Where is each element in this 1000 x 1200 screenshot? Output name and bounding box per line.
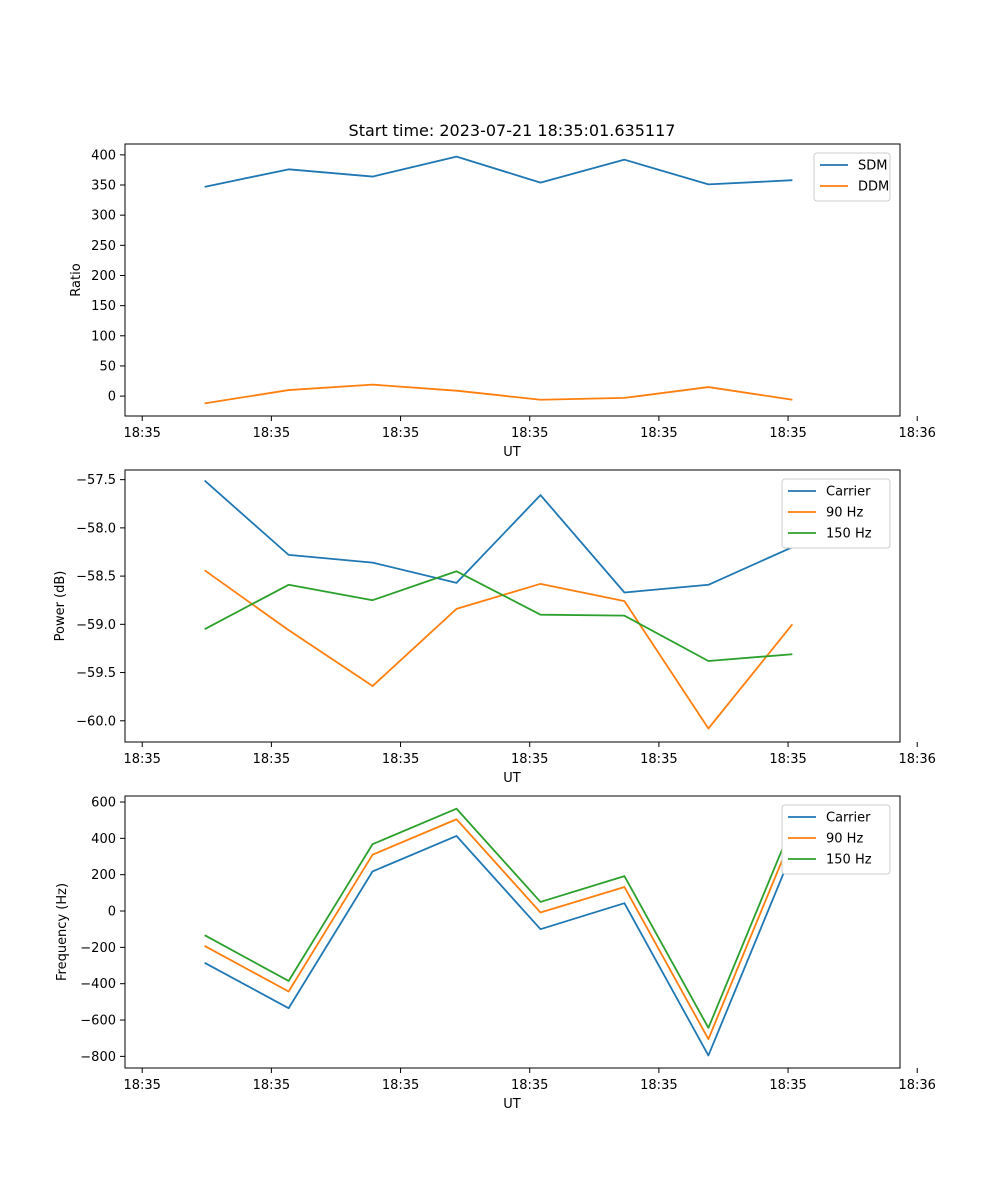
series-line-150-hz [204, 570, 793, 662]
y-tick-label: 350 [91, 179, 116, 194]
y-tick-label: −200 [80, 941, 116, 956]
x-tick-label: 18:35 [123, 752, 160, 767]
y-tick-label: 400 [91, 832, 116, 847]
frequency-panel: 18:35 18:35 18:35 18:35 18:35 18:35 18:36 −800… [55, 795, 936, 1112]
legend-frame [781, 804, 891, 875]
y-tick-label: 200 [91, 868, 116, 883]
x-tick-label: 18:35 [640, 426, 677, 441]
series-line-90-hz [204, 569, 794, 730]
power-plot-area [204, 479, 794, 730]
series-line-sdm [204, 155, 793, 188]
series-line-carrier [204, 835, 794, 1057]
x-tick-label: 18:36 [898, 752, 935, 767]
x-tick-label: 18:36 [898, 426, 935, 441]
series-line-ddm [204, 383, 793, 405]
power-x-axis-label: UT [503, 771, 521, 786]
y-tick-label: 200 [91, 269, 116, 284]
power-legend: Carrier 90 Hz 150 Hz [781, 478, 891, 549]
x-tick-label: 18:35 [769, 1078, 806, 1093]
y-tick-label: 250 [91, 239, 116, 254]
legend-label-carrier: Carrier [826, 811, 871, 826]
frequency-x-axis: 18:35 18:35 18:35 18:35 18:35 18:35 18:36 [123, 1068, 936, 1093]
x-tick-label: 18:36 [898, 1078, 935, 1093]
x-tick-label: 18:35 [769, 426, 806, 441]
y-tick-label: 0 [108, 905, 116, 920]
y-tick-label: −58.5 [76, 570, 116, 585]
series-line-150-hz [204, 807, 794, 1029]
x-tick-label: 18:35 [123, 426, 160, 441]
power-axes-frame [124, 469, 901, 743]
frequency-legend: Carrier 90 Hz 150 Hz [781, 804, 891, 875]
y-tick-label: 300 [91, 209, 116, 224]
ratio-panel: Start time: 2023-07-21 18:35:01.635117 1… [69, 121, 936, 460]
x-tick-label: 18:35 [640, 1078, 677, 1093]
x-tick-label: 18:35 [640, 752, 677, 767]
x-tick-label: 18:35 [382, 1078, 419, 1093]
x-tick-label: 18:35 [123, 1078, 160, 1093]
frequency-plot-area [204, 807, 794, 1057]
ratio-x-axis-label: UT [503, 445, 521, 460]
y-tick-label: −59.0 [76, 618, 116, 633]
y-tick-label: 150 [91, 299, 116, 314]
series-line-carrier [204, 479, 793, 594]
y-tick-label: 0 [108, 390, 116, 405]
x-tick-label: 18:35 [511, 1078, 548, 1093]
power-x-axis: 18:35 18:35 18:35 18:35 18:35 18:35 18:36 [123, 742, 936, 767]
series-line-90-hz [204, 818, 794, 1041]
frequency-x-axis-label: UT [503, 1097, 521, 1112]
x-tick-label: 18:35 [382, 752, 419, 767]
legend-label-sdm: SDM [858, 159, 887, 174]
y-tick-label: −60.0 [76, 714, 116, 729]
y-tick-label: 600 [91, 795, 116, 810]
frequency-axes-frame [124, 795, 901, 1069]
y-tick-label: −58.0 [76, 521, 116, 536]
x-tick-label: 18:35 [253, 1078, 290, 1093]
frequency-y-axis-label: Frequency (Hz) [55, 883, 70, 981]
legend-label-90-hz: 90 Hz [826, 506, 863, 521]
y-tick-label: −59.5 [76, 666, 116, 681]
y-tick-label: 400 [91, 148, 116, 163]
legend-label-150-hz: 150 Hz [826, 527, 872, 542]
power-panel: 18:35 18:35 18:35 18:35 18:35 18:35 18:36 −60.… [53, 469, 936, 786]
y-tick-label: −800 [80, 1050, 116, 1065]
ratio-y-axis-label: Ratio [69, 263, 84, 296]
x-tick-label: 18:35 [769, 752, 806, 767]
y-tick-label: −57.5 [76, 473, 116, 488]
ratio-y-axis: 0 50 100 150 200 250 300 350 400 [91, 148, 125, 405]
ratio-x-axis: 18:35 18:35 18:35 18:35 18:35 18:35 18:36 [123, 416, 936, 441]
x-tick-label: 18:35 [253, 752, 290, 767]
x-tick-label: 18:35 [253, 426, 290, 441]
y-tick-label: 50 [99, 359, 116, 374]
y-tick-label: −600 [80, 1014, 116, 1029]
x-tick-label: 18:35 [511, 752, 548, 767]
legend-frame [781, 478, 891, 549]
chart-title: Start time: 2023-07-21 18:35:01.635117 [349, 121, 676, 140]
x-tick-label: 18:35 [511, 426, 548, 441]
legend-label-150-hz: 150 Hz [826, 853, 872, 868]
y-tick-label: −400 [80, 977, 116, 992]
y-tick-label: 100 [91, 329, 116, 344]
ratio-legend: SDM DDM [813, 152, 891, 202]
legend-label-carrier: Carrier [826, 485, 871, 500]
x-tick-label: 18:35 [382, 426, 419, 441]
power-y-axis-label: Power (dB) [53, 571, 68, 642]
ratio-plot-area [204, 155, 793, 405]
frequency-y-axis: −800 −600 −400 −200 0 200 400 600 [80, 795, 125, 1065]
legend-label-ddm: DDM [858, 180, 889, 195]
power-y-axis: −60.0 −59.5 −59.0 −58.5 −58.0 −57.5 [76, 473, 125, 729]
legend-label-90-hz: 90 Hz [826, 832, 863, 847]
ratio-axes-frame [124, 143, 901, 417]
